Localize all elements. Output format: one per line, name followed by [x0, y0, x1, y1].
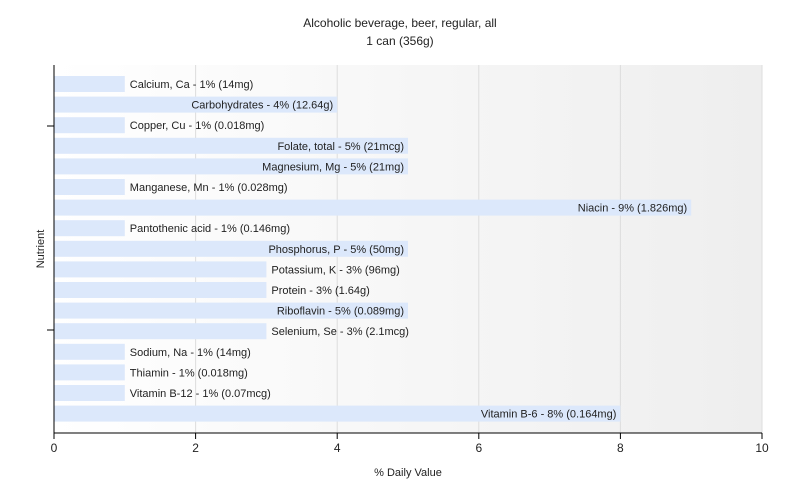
bar-label: Thiamin - 1% (0.018mg) [130, 367, 248, 379]
bar [54, 96, 338, 113]
bar [54, 282, 267, 298]
x-tick-label: 6 [475, 441, 482, 455]
bar [54, 117, 125, 134]
bar-label: Manganese, Mn - 1% (0.028mg) [130, 182, 288, 194]
bars: Calcium, Ca - 1% (14mg) Carbohydrates - 4… [54, 76, 692, 422]
bar-label: Vitamin B-12 - 1% (0.07mcg) [130, 388, 271, 400]
bar [54, 158, 408, 175]
bar [54, 240, 408, 257]
bar-label: Copper, Cu - 1% (0.018mg) [130, 120, 265, 132]
chart-subtitle: 1 can (356g) [366, 34, 433, 48]
x-tick-label: 8 [617, 441, 624, 455]
bar-label: Selenium, Se - 3% (2.1mcg) [271, 326, 409, 338]
bar [54, 179, 125, 195]
bar [54, 76, 125, 92]
axes [47, 65, 762, 434]
bar [54, 323, 267, 340]
bar-label: Pantothenic acid - 1% (0.146mg) [130, 223, 290, 235]
bar [54, 343, 125, 360]
chart-title: Alcoholic beverage, beer, regular, all [303, 16, 496, 30]
bar-label: Magnesium, Mg - 5% (21mg) [262, 161, 404, 173]
bar [54, 261, 267, 278]
bar-label: Carbohydrates - 4% (12.64g) [191, 100, 333, 112]
x-axis-label: % Daily Value [374, 467, 442, 479]
bar-label: Calcium, Ca - 1% (14mg) [130, 79, 253, 91]
x-tick-label: 2 [192, 441, 199, 455]
bar-label: Potassium, K - 3% (96mg) [271, 264, 399, 276]
x-tick-label: 4 [334, 441, 341, 455]
y-axis-label: Nutrient [35, 230, 47, 269]
bar [54, 405, 621, 422]
bar [54, 220, 125, 237]
bar-label: Sodium, Na - 1% (14mg) [130, 347, 251, 359]
bar [54, 137, 408, 154]
bar-label: Riboflavin - 5% (0.089mg) [277, 306, 404, 318]
x-ticks: 0 2 4 6 8 10 [51, 433, 769, 455]
x-tick-label: 0 [51, 441, 58, 455]
bar-label: Protein - 3% (1.64g) [271, 285, 369, 297]
bar-label: Folate, total - 5% (21mcg) [277, 141, 404, 153]
bar [54, 364, 125, 381]
bar-label: Niacin - 9% (1.826mg) [578, 203, 687, 215]
x-tick-label: 10 [755, 441, 769, 455]
bar [54, 385, 125, 401]
bar-label: Vitamin B-6 - 8% (0.164mg) [481, 409, 617, 421]
bar [54, 199, 692, 216]
bar-label: Phosphorus, P - 5% (50mg) [268, 244, 404, 256]
bar [54, 302, 408, 319]
